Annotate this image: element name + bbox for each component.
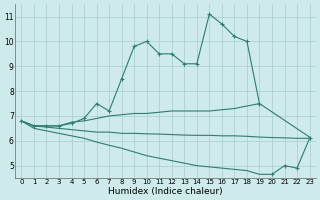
X-axis label: Humidex (Indice chaleur): Humidex (Indice chaleur) bbox=[108, 187, 223, 196]
